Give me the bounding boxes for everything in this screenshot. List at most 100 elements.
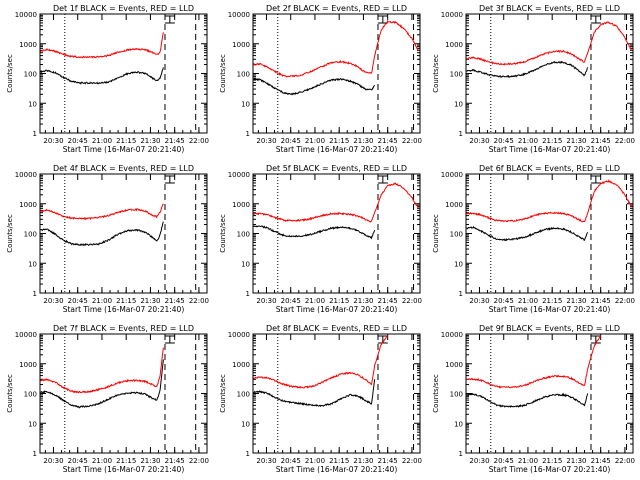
- y-axis-label: Counts/sec: [6, 54, 14, 93]
- panel-title: Det 8f BLACK = Events, RED = LLD: [266, 324, 407, 333]
- x-tick-label: 21:15: [116, 297, 136, 305]
- x-tick-label: 21:45: [165, 137, 185, 145]
- x-tick-label: 20:30: [43, 457, 63, 465]
- x-tick-label: 21:15: [116, 457, 136, 465]
- y-tick-label: 1000: [232, 41, 250, 49]
- x-tick-label: 20:45: [494, 457, 514, 465]
- y-tick-label: 10000: [441, 11, 463, 19]
- y-tick-label: 1: [33, 290, 37, 298]
- y-tick-label: 100: [24, 231, 37, 239]
- y-tick-label: 1000: [19, 201, 37, 209]
- series-events-line: [466, 225, 589, 242]
- x-tick-label: 21:30: [140, 457, 160, 465]
- series-events-line: [466, 60, 589, 79]
- flag-marker: [377, 15, 388, 24]
- y-tick-label: 100: [450, 391, 463, 399]
- plot-frame: [39, 13, 208, 134]
- y-tick-label: 1000: [232, 361, 250, 369]
- x-axis-label: Start Time (16-Mar-07 20:21:40): [276, 145, 398, 154]
- y-axis-label: Counts/sec: [219, 374, 227, 413]
- y-tick-label: 10000: [15, 11, 37, 19]
- x-tick-label: 20:45: [494, 297, 514, 305]
- plot-area: [466, 334, 628, 453]
- panel-title: Det 2f BLACK = Events, RED = LLD: [266, 4, 407, 13]
- x-tick-label: 21:15: [329, 457, 349, 465]
- y-tick-label: 1: [459, 130, 463, 138]
- flag-marker: [164, 15, 175, 24]
- y-tick-label: 1000: [445, 41, 463, 49]
- panel-title: Det 6f BLACK = Events, RED = LLD: [479, 164, 620, 173]
- series-lld-line: [253, 335, 389, 389]
- plot-area: [40, 174, 197, 293]
- x-tick-label: 21:00: [305, 137, 325, 145]
- y-axis-label: Counts/sec: [432, 374, 440, 413]
- x-tick-label: 20:45: [281, 457, 301, 465]
- plot-frame: [465, 13, 634, 134]
- x-tick-label: 21:30: [566, 457, 586, 465]
- y-axis-label: Counts/sec: [219, 214, 227, 253]
- x-tick-label: 21:30: [353, 457, 373, 465]
- series-events-line: [253, 225, 376, 240]
- panel-title: Det 7f BLACK = Events, RED = LLD: [53, 324, 194, 333]
- x-tick-label: 20:45: [281, 137, 301, 145]
- y-tick-label: 100: [237, 231, 250, 239]
- y-tick-label: 10: [28, 100, 37, 108]
- x-axis-label: Start Time (16-Mar-07 20:21:40): [63, 305, 185, 314]
- x-tick-label: 21:30: [140, 137, 160, 145]
- flag-marker: [164, 335, 175, 344]
- panel-title: Det 9f BLACK = Events, RED = LLD: [479, 324, 620, 333]
- y-tick-label: 1000: [19, 361, 37, 369]
- panel-det-8: 1 10 100 1000 10000 20:30 20:45 21:00 21:15 21:30…: [219, 324, 422, 474]
- y-tick-label: 100: [237, 391, 250, 399]
- plot-frame: [252, 333, 421, 454]
- x-tick-label: 20:30: [469, 297, 489, 305]
- x-tick-label: 21:45: [378, 457, 398, 465]
- x-tick-label: 21:15: [116, 137, 136, 145]
- x-tick-label: 21:00: [305, 297, 325, 305]
- x-tick-label: 22:00: [189, 297, 209, 305]
- series-events-line: [466, 392, 589, 409]
- y-tick-label: 10: [241, 420, 250, 428]
- panel-det-6: 1 10 100 1000 10000 20:30 20:45 21:00 21:15 21:30…: [432, 164, 635, 314]
- x-axis-label: Start Time (16-Mar-07 20:21:40): [276, 465, 398, 474]
- series-lld-line: [466, 21, 632, 66]
- x-tick-label: 21:30: [353, 297, 373, 305]
- x-tick-label: 20:45: [68, 137, 88, 145]
- plot-frame: [465, 333, 634, 454]
- plot-area: [40, 14, 197, 133]
- y-tick-label: 10000: [228, 331, 250, 339]
- y-tick-label: 10000: [228, 171, 250, 179]
- panel-det-2: 1 10 100 1000 10000 20:30 20:45 21:00 21:15 21:30…: [219, 4, 422, 154]
- x-tick-label: 21:30: [566, 297, 586, 305]
- x-tick-label: 21:00: [518, 137, 538, 145]
- y-tick-label: 1000: [19, 41, 37, 49]
- x-axis-label: Start Time (16-Mar-07 20:21:40): [276, 305, 398, 314]
- series-events-line: [253, 379, 376, 408]
- y-tick-label: 10: [454, 260, 463, 268]
- x-tick-label: 20:30: [256, 137, 276, 145]
- y-axis-label: Counts/sec: [219, 54, 227, 93]
- series-lld-line: [253, 182, 419, 223]
- x-axis-label: Start Time (16-Mar-07 20:21:40): [63, 145, 185, 154]
- y-tick-label: 1: [246, 130, 250, 138]
- x-axis-label: Start Time (16-Mar-07 20:21:40): [63, 465, 185, 474]
- y-axis-label: Counts/sec: [432, 54, 440, 93]
- y-tick-label: 10: [454, 100, 463, 108]
- panel-det-5: 1 10 100 1000 10000 20:30 20:45 21:00 21:15 21:30…: [219, 164, 422, 314]
- x-tick-label: 21:00: [305, 457, 325, 465]
- x-tick-label: 21:45: [591, 137, 611, 145]
- panel-title: Det 1f BLACK = Events, RED = LLD: [53, 4, 194, 13]
- panel-det-9: 1 10 100 1000 10000 20:30 20:45 21:00 21:15 21:30…: [432, 324, 635, 474]
- x-tick-label: 20:45: [281, 297, 301, 305]
- y-tick-label: 10000: [441, 171, 463, 179]
- y-tick-label: 10: [28, 420, 37, 428]
- x-tick-label: 21:30: [566, 137, 586, 145]
- flag-marker: [377, 175, 388, 184]
- series-events-line: [40, 221, 164, 247]
- x-tick-label: 22:00: [402, 137, 422, 145]
- series-events-line: [253, 77, 376, 96]
- x-tick-label: 21:30: [140, 297, 160, 305]
- x-tick-label: 20:45: [68, 457, 88, 465]
- y-tick-label: 10: [241, 100, 250, 108]
- x-tick-label: 22:00: [189, 137, 209, 145]
